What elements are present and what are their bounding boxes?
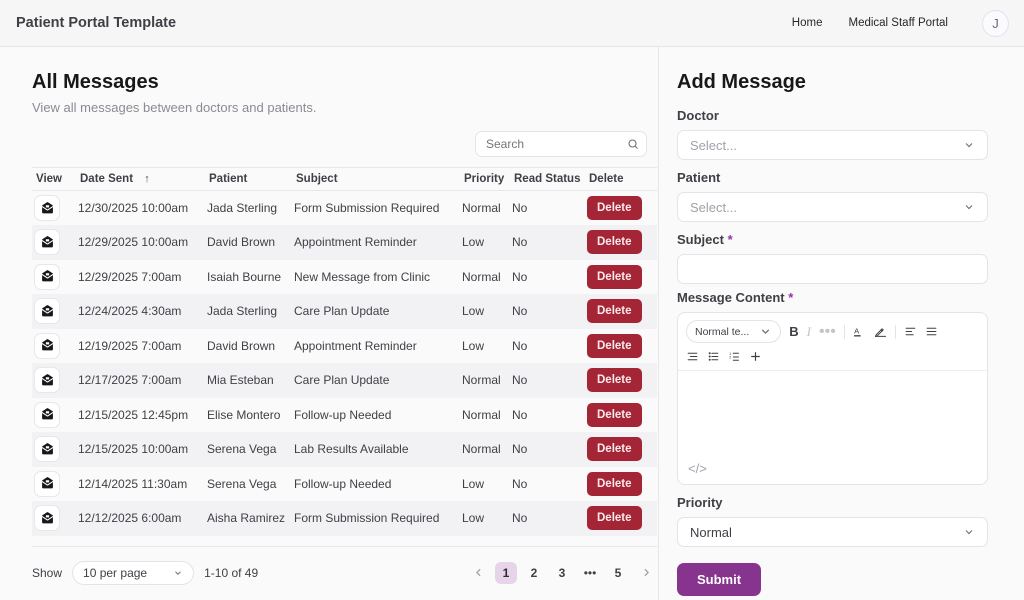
svg-text:A: A (854, 327, 860, 336)
svg-text:2: 2 (729, 356, 731, 360)
